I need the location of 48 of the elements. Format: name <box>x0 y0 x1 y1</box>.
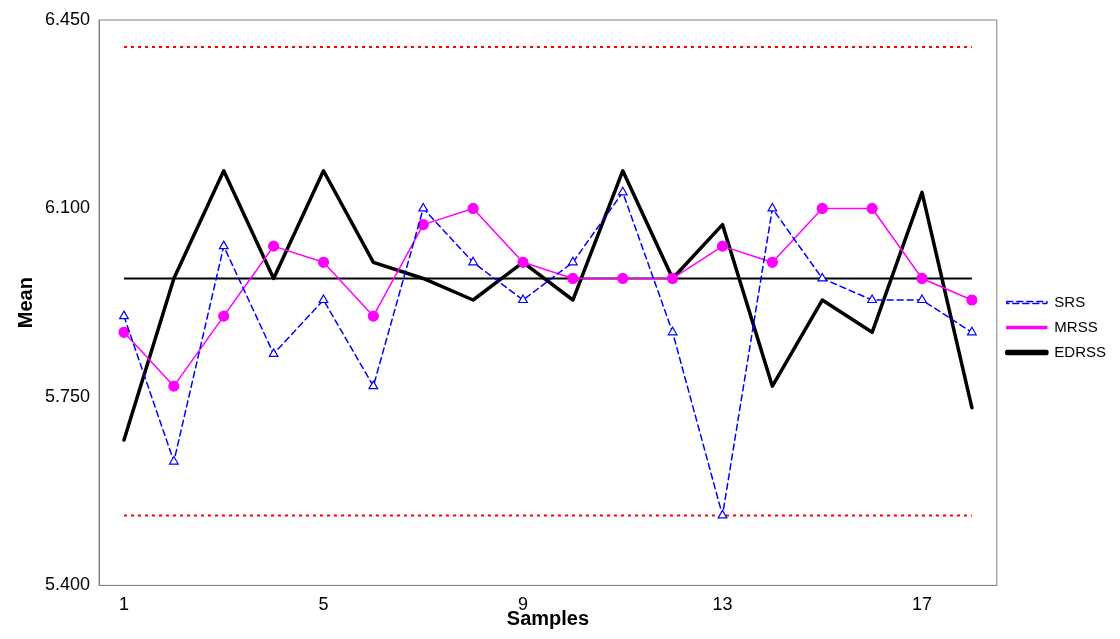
y-tick-label: 5.750 <box>45 385 91 406</box>
point <box>617 186 628 196</box>
point <box>717 509 728 519</box>
legend-label: SRS <box>1054 292 1086 310</box>
point <box>567 256 578 266</box>
point <box>168 455 179 465</box>
point <box>667 326 678 336</box>
point <box>168 380 180 392</box>
point <box>617 272 629 285</box>
legend-label: MRSS <box>1054 317 1098 335</box>
point <box>218 240 229 250</box>
point <box>667 272 679 285</box>
point <box>916 272 928 285</box>
point <box>518 294 528 304</box>
point <box>766 256 778 268</box>
point <box>966 326 977 336</box>
point <box>317 256 330 268</box>
point <box>468 256 479 266</box>
point <box>867 294 878 304</box>
point <box>517 256 529 268</box>
x-tick-label: 1 <box>118 594 129 615</box>
point <box>467 202 479 215</box>
x-tick-label: 13 <box>712 594 733 615</box>
point <box>119 310 129 320</box>
point <box>817 272 828 282</box>
legend-label: EDRSS <box>1054 342 1107 360</box>
point <box>218 310 230 322</box>
point <box>716 240 729 252</box>
x-tick-label: 17 <box>911 594 933 615</box>
point <box>368 380 379 390</box>
point <box>567 272 579 285</box>
point <box>367 310 379 322</box>
point <box>816 202 828 215</box>
point <box>917 294 927 304</box>
point <box>318 294 329 304</box>
point <box>268 240 280 252</box>
y-tick-label: 6.100 <box>45 197 91 218</box>
x-tick-label: 5 <box>318 594 329 615</box>
point <box>417 219 429 231</box>
point <box>118 326 130 338</box>
y-axis-title: Mean <box>13 277 36 329</box>
point <box>418 202 429 212</box>
y-tick-label: 5.400 <box>45 574 91 595</box>
point <box>966 294 978 306</box>
point <box>866 202 878 215</box>
point <box>767 202 778 212</box>
point <box>268 348 279 357</box>
y-tick-label: 6.450 <box>45 8 91 29</box>
